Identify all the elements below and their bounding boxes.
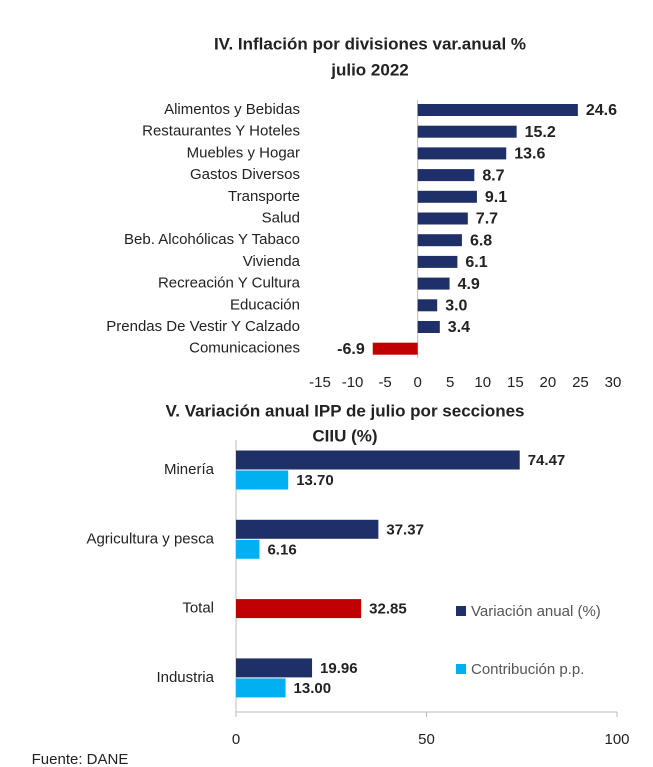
bar [236, 658, 313, 678]
data-label: 6.1 [465, 254, 487, 271]
chart-title: IV. Inflación por divisiones var.anual % [214, 34, 526, 53]
bar [236, 678, 286, 698]
bar [417, 147, 507, 160]
chart-title: julio 2022 [330, 60, 408, 79]
legend-swatch [456, 606, 466, 616]
category-label: Recreación Y Cultura [158, 275, 301, 292]
x-tick-label: 50 [418, 731, 435, 748]
x-tick-label: 20 [540, 374, 557, 391]
data-label: -6.9 [337, 341, 365, 358]
bar [417, 212, 468, 225]
data-label: 13.70 [296, 472, 334, 489]
data-label: 4.9 [458, 276, 480, 293]
bar [417, 255, 458, 268]
bar [236, 539, 260, 559]
bar [372, 342, 418, 355]
data-label: 9.1 [485, 189, 507, 206]
data-label: 6.16 [267, 541, 296, 558]
bar [417, 104, 578, 116]
bar [236, 519, 379, 539]
data-label: 32.85 [369, 601, 407, 618]
legend-label: Contribución p.p. [471, 661, 585, 678]
bar [236, 470, 289, 490]
category-label: Agricultura y pesca [86, 530, 214, 547]
category-label: Alimentos y Bebidas [164, 101, 300, 118]
bar [417, 234, 462, 247]
data-label: 19.96 [320, 660, 358, 677]
x-tick-label: 0 [413, 374, 421, 391]
category-label: Prendas De Vestir Y Calzado [106, 318, 300, 335]
bar [417, 125, 517, 138]
x-tick-label: 10 [474, 374, 491, 391]
x-tick-label: 15 [507, 374, 524, 391]
data-label: 7.7 [476, 211, 498, 228]
data-label: 13.6 [514, 146, 545, 163]
source: Fuente: DANE [32, 751, 129, 767]
category-label: Vivienda [243, 253, 301, 270]
data-label: 37.37 [386, 521, 424, 538]
bar [417, 299, 438, 312]
x-tick-label: 0 [232, 731, 240, 748]
category-label: Gastos Diversos [190, 166, 300, 183]
data-label: 3.0 [445, 298, 467, 315]
category-label: Industria [156, 669, 214, 686]
x-tick-label: 30 [605, 374, 622, 391]
bar [417, 277, 450, 290]
category-label: Total [182, 600, 214, 617]
data-label: 3.4 [448, 319, 470, 336]
data-label: 8.7 [482, 167, 504, 184]
data-label: 24.6 [586, 102, 617, 119]
category-label: Transporte [228, 188, 300, 205]
data-label: 15.2 [525, 124, 556, 141]
bar [417, 321, 440, 333]
x-tick-label: 5 [446, 374, 454, 391]
category-label: Minería [164, 461, 215, 478]
bar [417, 190, 477, 203]
x-tick-label: 25 [572, 374, 589, 391]
category-label: Salud [262, 209, 300, 226]
legend-label: Variación anual (%) [471, 603, 601, 620]
chart-title: CIIU (%) [312, 426, 377, 445]
x-tick-label: -5 [378, 374, 391, 391]
bar [236, 599, 362, 619]
category-label: Restaurantes Y Hoteles [142, 123, 300, 140]
x-tick-label: -15 [309, 374, 331, 391]
category-label: Comunicaciones [189, 340, 300, 357]
category-label: Muebles y Hogar [187, 144, 300, 161]
bar [236, 450, 520, 470]
chart-title: V. Variación anual IPP de julio por secc… [165, 401, 524, 420]
x-tick-label: -10 [342, 374, 364, 391]
x-tick-label: 100 [604, 731, 629, 748]
legend-swatch [456, 664, 466, 674]
category-label: Educación [230, 296, 300, 313]
bar [417, 169, 475, 182]
category-label: Beb. Alcohólicas Y Tabaco [124, 231, 300, 248]
data-label: 13.00 [294, 680, 332, 697]
data-label: 6.8 [470, 232, 492, 249]
data-label: 74.47 [528, 452, 566, 469]
